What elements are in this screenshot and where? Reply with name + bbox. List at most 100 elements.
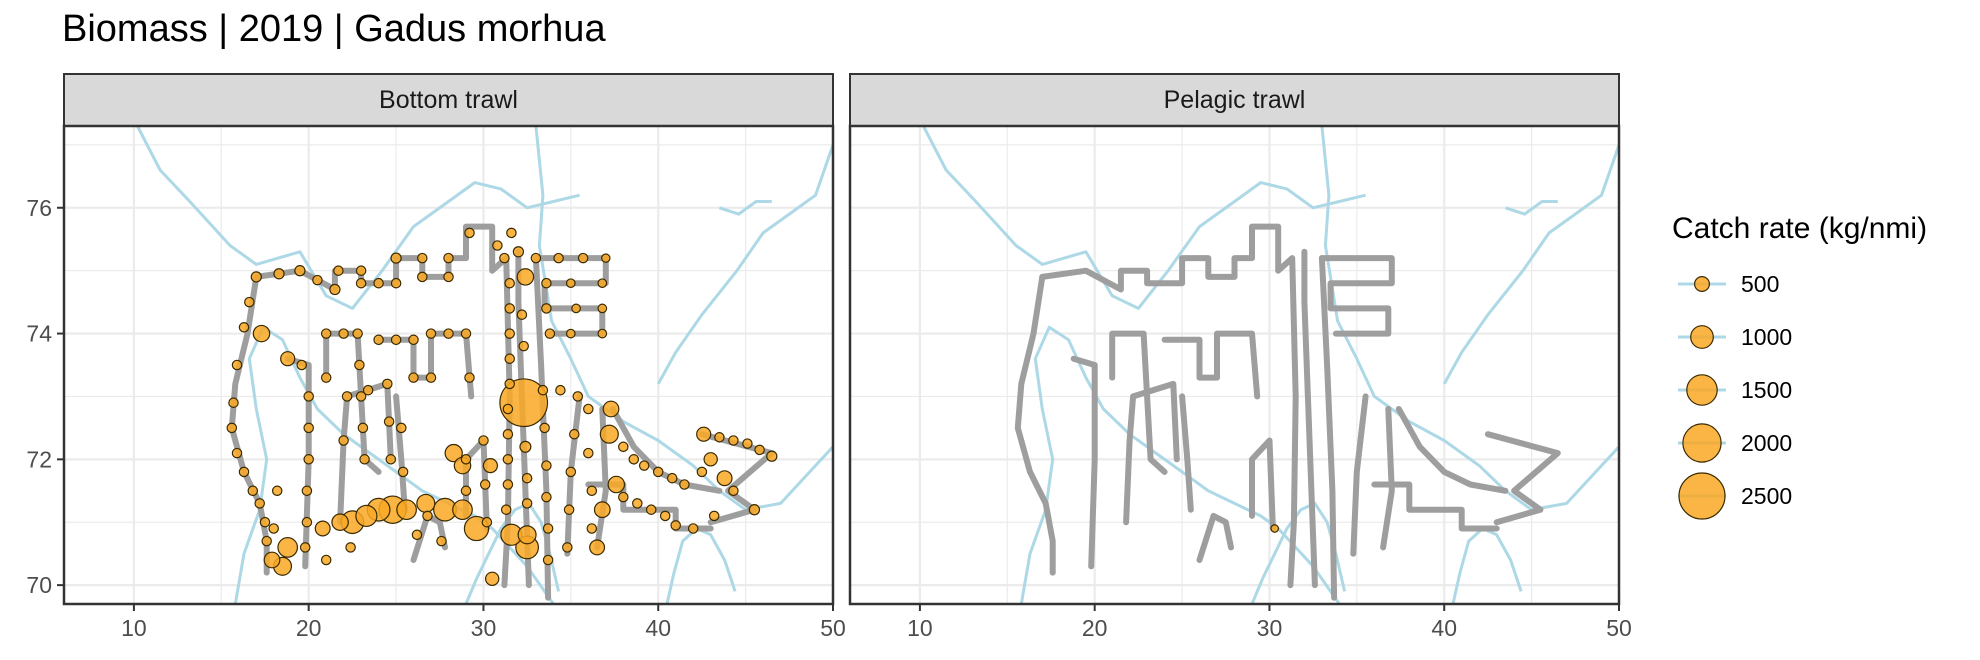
catch-point <box>502 479 514 490</box>
plot-area-background <box>64 126 833 604</box>
x-tick-label: 40 <box>1431 615 1457 641</box>
catch-point <box>716 470 733 487</box>
survey-track <box>1350 393 1369 557</box>
catch-point <box>714 432 725 443</box>
catch-point <box>696 466 708 478</box>
catch-point <box>396 422 407 434</box>
legend-label: 1500 <box>1741 377 1792 403</box>
plot-area-border <box>848 124 1621 606</box>
catch-point <box>422 510 433 522</box>
catch-point <box>303 454 314 465</box>
catch-point <box>542 554 554 566</box>
catch-point <box>597 303 608 314</box>
catch-point <box>728 485 739 497</box>
catch-point <box>586 523 598 534</box>
facet-strip <box>849 73 1620 127</box>
catch-point <box>539 422 550 434</box>
legend-key-symbol <box>1682 423 1722 463</box>
catch-point <box>482 457 499 474</box>
x-axis: 10 20 30 40 50 <box>121 604 846 641</box>
catch-point <box>541 277 552 289</box>
coastline <box>656 144 833 385</box>
catch-point <box>504 303 515 314</box>
catch-point <box>362 384 374 396</box>
catch-point <box>583 447 594 459</box>
survey-track <box>1039 223 1299 589</box>
catch-point <box>679 479 690 490</box>
catch-point <box>502 454 514 465</box>
catch-point <box>555 384 566 396</box>
catch-point <box>296 359 307 371</box>
catch-point <box>565 278 576 289</box>
coastline <box>136 126 580 310</box>
catch-point <box>537 384 549 396</box>
catch-point <box>618 441 629 453</box>
catch-point <box>271 485 283 497</box>
x-tick-label: 50 <box>1606 615 1632 641</box>
catch-point <box>417 252 428 264</box>
catch-point <box>602 400 620 418</box>
catch-point <box>303 422 314 434</box>
catch-point <box>273 268 285 280</box>
catch-point <box>481 516 493 528</box>
catch-point <box>303 391 314 402</box>
catch-point <box>314 520 331 537</box>
catch-point <box>541 491 552 503</box>
catch-point-layer <box>1270 524 1280 533</box>
catch-point <box>577 252 589 264</box>
x-tick-label: 40 <box>645 615 671 641</box>
catch-point <box>231 447 243 459</box>
chart-title: Biomass | 2019 | Gadus morhua <box>62 8 606 50</box>
catch-point <box>443 328 454 339</box>
catch-point <box>425 372 437 383</box>
catch-point <box>345 542 356 553</box>
catch-point <box>464 372 475 383</box>
facet-strip-label: Pelagic trawl <box>1164 86 1306 114</box>
catch-point <box>320 372 332 383</box>
catch-point <box>504 378 515 390</box>
catch-point <box>301 516 313 528</box>
catch-point <box>562 542 573 553</box>
x-axis: 10 20 30 40 50 <box>907 604 1632 641</box>
plot-area-border <box>62 124 835 606</box>
x-tick-label: 10 <box>121 615 147 641</box>
catch-point <box>593 501 611 519</box>
catch-point <box>645 504 657 515</box>
catch-point <box>452 499 473 521</box>
catch-point <box>382 378 393 390</box>
catch-point <box>516 268 535 286</box>
catch-point <box>460 454 472 465</box>
catch-point <box>357 422 369 434</box>
catch-point <box>601 253 611 263</box>
catch-point <box>504 328 515 339</box>
catch-point <box>226 422 238 434</box>
catch-point <box>659 510 671 522</box>
coastline <box>718 200 772 216</box>
survey-track <box>1123 380 1180 526</box>
catch-point <box>512 246 525 258</box>
catch-point <box>589 539 606 556</box>
legend-keys: 500 1000 1500 2000 2500 <box>1678 271 1792 520</box>
survey-track <box>1196 512 1234 563</box>
catch-point <box>425 328 437 339</box>
survey-track <box>1070 355 1098 570</box>
survey-track <box>1109 330 1168 475</box>
catch-point <box>331 513 349 531</box>
survey-track <box>1014 273 1056 576</box>
survey-track <box>1318 255 1338 601</box>
catch-point <box>728 435 739 446</box>
catch-point <box>478 435 489 446</box>
catch-point <box>506 227 517 239</box>
catch-point <box>569 428 580 440</box>
catch-point <box>708 510 720 522</box>
survey-track <box>1179 393 1194 513</box>
catch-point <box>247 485 259 497</box>
catch-point <box>338 435 349 446</box>
catch-point <box>355 504 378 528</box>
catch-point <box>383 416 395 427</box>
catch-point <box>460 328 472 339</box>
catch-point <box>516 309 528 320</box>
catch-point <box>408 334 419 346</box>
catch-point <box>329 283 341 296</box>
catch-point <box>703 452 718 467</box>
